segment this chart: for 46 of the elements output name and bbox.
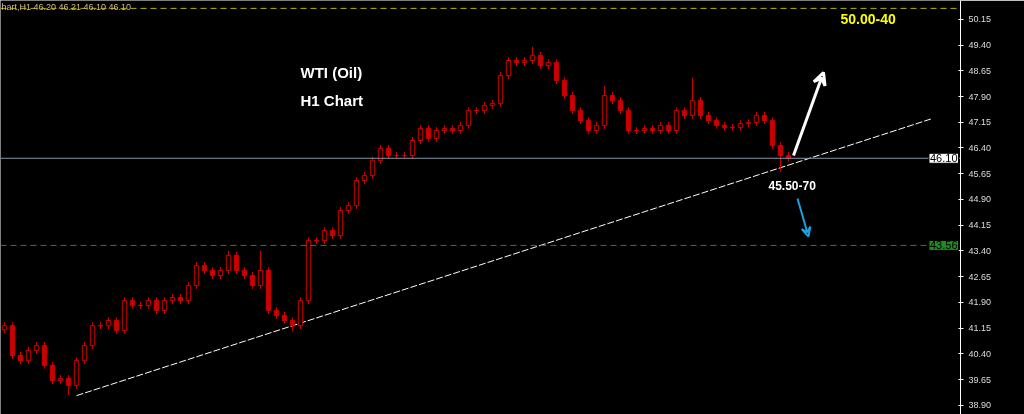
candlestick	[81, 341, 88, 365]
annotation: 45.50-70	[768, 179, 817, 193]
y-tick-label: 48.65	[968, 65, 992, 76]
ref-line-label: 43.56	[929, 239, 958, 252]
candlestick	[41, 341, 48, 370]
candlestick	[409, 136, 416, 160]
candlestick	[185, 281, 192, 305]
candlestick	[89, 321, 96, 350]
candlestick	[233, 251, 240, 275]
candlestick	[697, 96, 704, 120]
candlestick	[505, 56, 512, 80]
candlestick	[777, 141, 784, 173]
y-tick-label: 39.65	[968, 374, 992, 385]
y-tick-label: 43.40	[968, 245, 992, 256]
candlestick	[225, 250, 232, 275]
candlestick	[625, 106, 632, 135]
candlestick	[553, 58, 560, 85]
candlestick	[689, 77, 696, 120]
y-tick-label: 47.15	[968, 117, 992, 128]
text: H1 Chart	[300, 92, 364, 109]
candlestick	[65, 374, 72, 396]
y-tick-label: 44.15	[968, 220, 992, 231]
y-tick-label: 40.40	[968, 348, 992, 359]
candlestick	[465, 106, 472, 130]
y-tick-label: 45.65	[968, 168, 992, 179]
candlestick	[417, 124, 424, 145]
annotation: hart,H1 46.20 46.21 46.10 46.10	[1, 1, 132, 12]
candlestick	[369, 156, 376, 180]
candlestick	[561, 76, 568, 100]
candlestick	[49, 361, 56, 385]
y-tick-label: 46.40	[968, 142, 992, 153]
y-tick-label: 44.90	[968, 194, 992, 205]
candlestick	[673, 106, 680, 135]
ref-line-label: 46.10	[929, 152, 958, 165]
y-tick-label: 49.40	[968, 40, 992, 51]
candlestick	[569, 91, 576, 115]
candlestick	[257, 250, 264, 290]
text: WTI (Oil)	[300, 64, 363, 81]
candlestick	[193, 261, 200, 290]
y-tick-label: 41.90	[968, 297, 992, 308]
y-tick-label: 42.65	[968, 271, 992, 282]
y-tick-label: 50.15	[968, 14, 992, 25]
y-tick-label: 47.90	[968, 91, 992, 102]
y-tick-label: 38.90	[968, 400, 992, 411]
y-tick-label: 41.15	[968, 323, 992, 334]
annotation: 50.00-40	[840, 10, 896, 27]
